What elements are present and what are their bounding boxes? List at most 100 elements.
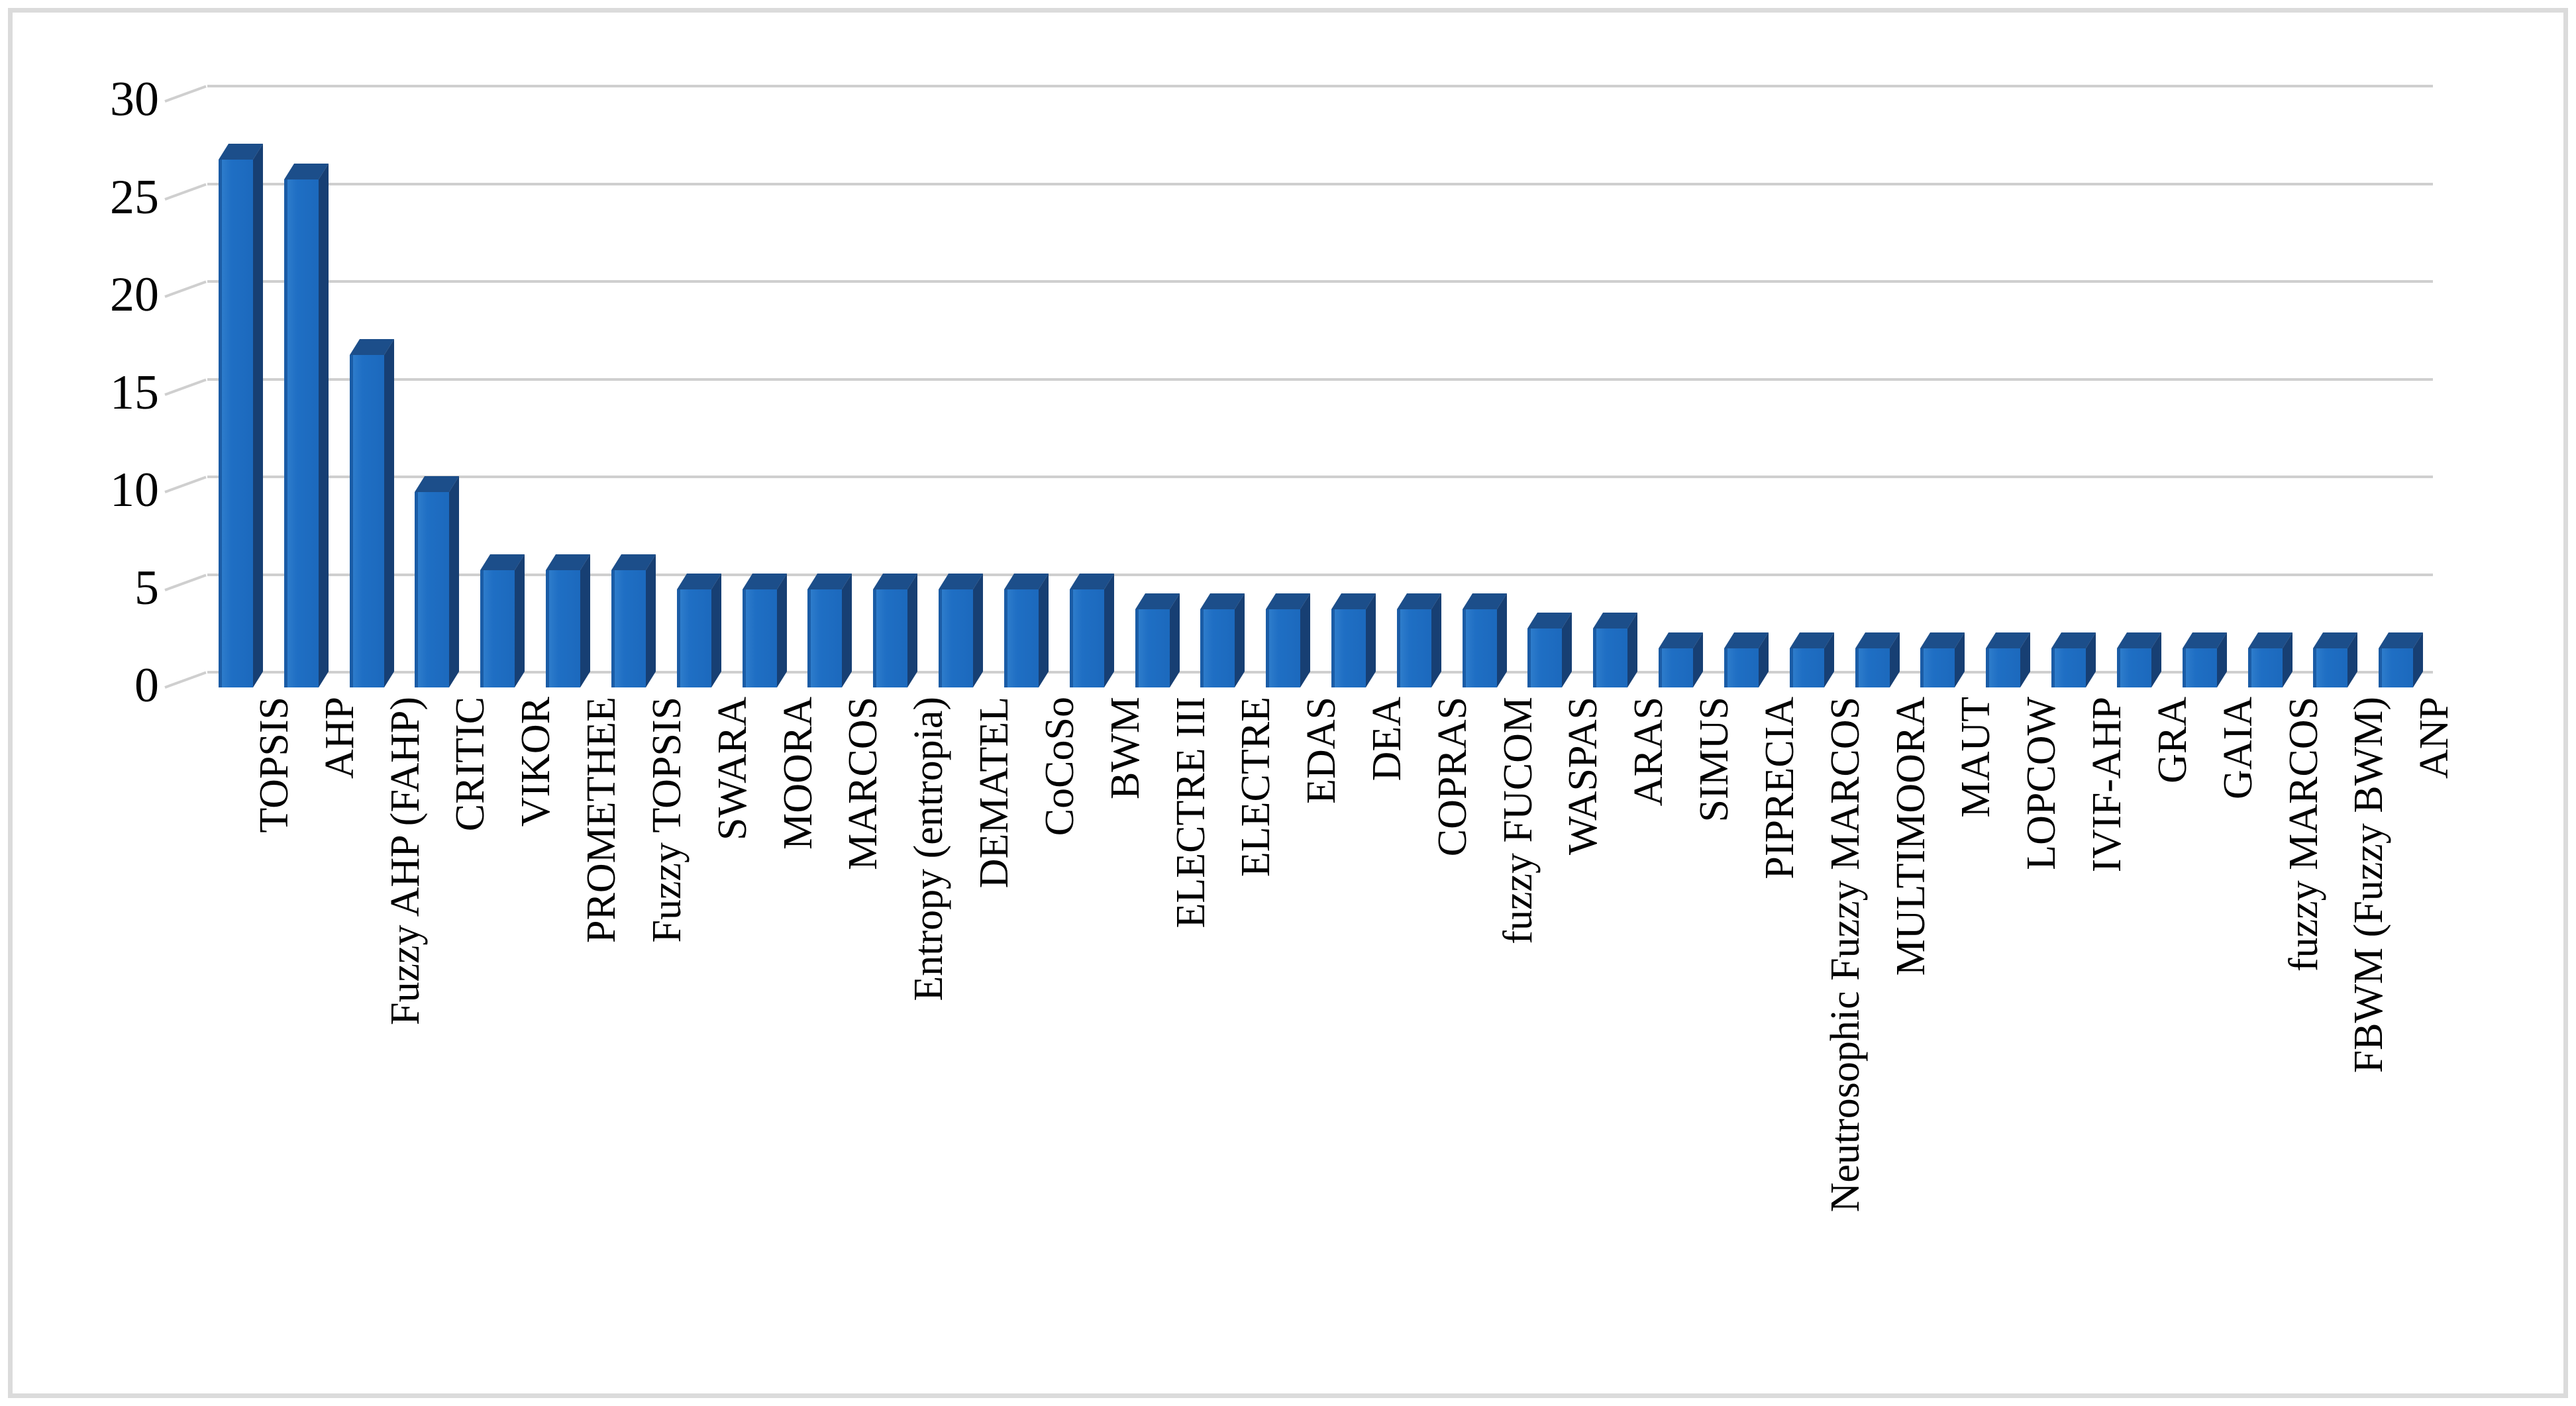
bar-side-face: [1890, 632, 1900, 687]
gridline: [207, 280, 2433, 283]
category-label: AHP: [317, 697, 362, 779]
category-label: FBWM (Fuzzy BWM): [2346, 697, 2391, 1074]
category-label: WASPAS: [1561, 697, 1606, 855]
category-label: Fuzzy AHP (FAHP): [383, 697, 428, 1026]
bar-front-face: [2051, 648, 2086, 687]
bar-side-face: [1104, 574, 1114, 687]
bar-front-face: [2248, 648, 2283, 687]
bar-side-face: [1366, 593, 1376, 687]
bar-front-face: [611, 570, 646, 687]
bar-side-face: [973, 574, 983, 687]
bar-front-face: [219, 160, 253, 687]
category-label: ARAS: [1626, 697, 1671, 807]
y-axis-tick-label: 0: [134, 658, 159, 713]
bar-front-face: [873, 589, 907, 687]
bar-front-face: [2183, 648, 2217, 687]
bar-side-face: [646, 554, 656, 687]
category-label: COPRAS: [1430, 697, 1475, 857]
bar-front-face: [1527, 628, 1562, 687]
bar-side-face: [1497, 593, 1507, 687]
category-label: IVIF-AHP: [2085, 697, 2130, 873]
y-axis-tick-label: 5: [134, 561, 159, 615]
category-label: EDAS: [1299, 697, 1344, 804]
bar-side-face: [580, 554, 590, 687]
bar-front-face: [743, 589, 777, 687]
y-axis-tick: [164, 671, 207, 689]
category-label: Neutrosophic Fuzzy MARCOS: [1823, 697, 1868, 1213]
gridline: [207, 183, 2433, 185]
bar-side-face: [2151, 632, 2161, 687]
category-label: fuzzy MARCOS: [2281, 697, 2326, 972]
bar-side-face: [842, 574, 852, 687]
bar-side-face: [2347, 632, 2357, 687]
y-axis-tick-label: 20: [110, 268, 159, 322]
bar-side-face: [1431, 593, 1441, 687]
category-label: Entropy (entropia): [906, 697, 951, 1001]
category-label: VIKOR: [513, 697, 558, 827]
bar-front-face: [480, 570, 515, 687]
bar-side-face: [384, 339, 394, 687]
category-label: CoCoSo: [1037, 697, 1082, 836]
y-axis-tick-label: 25: [110, 170, 159, 225]
gridline: [207, 671, 2433, 674]
bar-front-face: [284, 179, 319, 687]
bar-front-face: [1135, 609, 1170, 687]
bar-side-face: [1170, 593, 1180, 687]
bar-side-face: [2217, 632, 2227, 687]
bar-front-face: [807, 589, 842, 687]
bar-front-face: [2117, 648, 2151, 687]
bar-side-face: [1693, 632, 1703, 687]
y-axis-tick-label: 10: [110, 463, 159, 517]
gridline: [207, 85, 2433, 87]
category-label: SIMUS: [1692, 697, 1737, 823]
bar-side-face: [1824, 632, 1834, 687]
bar-side-face: [1039, 574, 1049, 687]
y-axis-tick: [164, 476, 207, 493]
bar-front-face: [1266, 609, 1300, 687]
category-label: ANP: [2412, 697, 2457, 779]
bar-side-face: [1562, 613, 1572, 687]
category-label: DEMATEL: [972, 697, 1017, 889]
bar-front-face: [1659, 648, 1693, 687]
category-label: MAUT: [1953, 697, 1998, 818]
bar-front-face: [1986, 648, 2020, 687]
bar-side-face: [2020, 632, 2030, 687]
y-axis-tick-label: 30: [110, 72, 159, 126]
category-label: SWARA: [710, 697, 755, 841]
category-label: GAIA: [2216, 697, 2261, 799]
bar-front-face: [2313, 648, 2347, 687]
bar-side-face: [1235, 593, 1245, 687]
bar-side-face: [319, 164, 329, 687]
gridline: [207, 574, 2433, 576]
bar-side-face: [711, 574, 721, 687]
y-axis-tick: [164, 85, 207, 103]
bar-front-face: [1724, 648, 1759, 687]
bar-front-face: [1004, 589, 1039, 687]
gridline: [207, 378, 2433, 381]
bar-side-face: [1759, 632, 1769, 687]
bar-front-face: [1593, 628, 1627, 687]
bar-side-face: [515, 554, 525, 687]
bar-side-face: [1627, 613, 1637, 687]
bar-front-face: [1790, 648, 1824, 687]
bar-front-face: [350, 355, 384, 687]
bar-front-face: [677, 589, 711, 687]
category-label: PROMETHEE: [579, 697, 624, 943]
bar-front-face: [1855, 648, 1890, 687]
bar-front-face: [1331, 609, 1366, 687]
y-axis-tick: [164, 574, 207, 591]
bar-side-face: [2283, 632, 2293, 687]
bar-side-face: [2413, 632, 2423, 687]
category-label: fuzzy FUCOM: [1496, 697, 1541, 944]
category-label: CRITIC: [448, 697, 493, 832]
bar-side-face: [449, 476, 459, 687]
bar-front-face: [546, 570, 580, 687]
category-label: TOPSIS: [252, 697, 297, 833]
bar-side-face: [2086, 632, 2096, 687]
bar-front-face: [1920, 648, 1955, 687]
bar-front-face: [1070, 589, 1104, 687]
category-label: DEA: [1365, 697, 1410, 781]
category-label: ELECTRE III: [1168, 697, 1213, 929]
y-axis-tick: [164, 378, 207, 396]
